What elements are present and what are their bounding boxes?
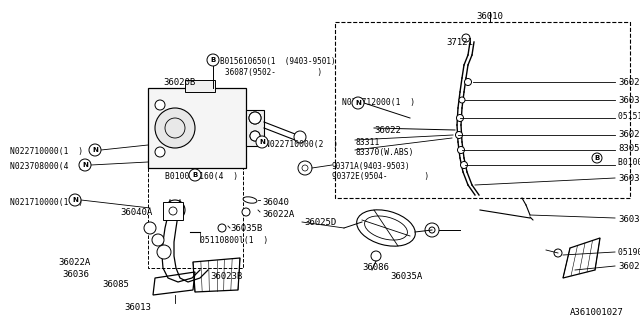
Text: 36035A: 36035A: [390, 272, 422, 281]
Text: 83311: 83311: [355, 138, 380, 147]
Circle shape: [189, 169, 201, 181]
Circle shape: [458, 147, 465, 154]
Circle shape: [250, 131, 260, 141]
Text: B: B: [193, 172, 198, 178]
Text: N: N: [92, 147, 98, 153]
Text: 36023: 36023: [618, 262, 640, 271]
Circle shape: [155, 147, 165, 157]
Text: 36035: 36035: [618, 96, 640, 105]
Text: 36025D: 36025D: [304, 218, 336, 227]
Text: 36035B: 36035B: [230, 224, 262, 233]
Text: A361001027: A361001027: [570, 308, 624, 317]
Ellipse shape: [243, 197, 257, 203]
Bar: [246, 110, 264, 146]
Text: B010008160(4 ): B010008160(4 ): [618, 158, 640, 167]
Text: 36023B: 36023B: [210, 272, 243, 281]
Bar: [163, 202, 183, 220]
Text: 36022A: 36022A: [262, 210, 294, 219]
Circle shape: [89, 144, 101, 156]
Text: N021710000(1  ): N021710000(1 ): [10, 198, 83, 207]
Circle shape: [462, 34, 470, 42]
Circle shape: [298, 161, 312, 175]
Circle shape: [157, 245, 171, 259]
Text: N: N: [72, 197, 78, 203]
Circle shape: [465, 78, 472, 85]
Circle shape: [456, 115, 463, 122]
Text: 36036: 36036: [62, 270, 89, 279]
Text: 83370(W.ABS): 83370(W.ABS): [355, 148, 413, 157]
Text: 36013: 36013: [125, 303, 152, 312]
Text: N: N: [82, 162, 88, 168]
Text: 36040: 36040: [262, 198, 289, 207]
Text: 36020B: 36020B: [163, 78, 195, 87]
Text: 36022: 36022: [374, 126, 401, 135]
Circle shape: [592, 153, 602, 163]
Circle shape: [165, 200, 185, 220]
Circle shape: [144, 222, 156, 234]
Text: 051510000(1  ): 051510000(1 ): [618, 112, 640, 121]
Text: 36086: 36086: [362, 263, 389, 272]
Circle shape: [218, 224, 226, 232]
Text: 36036A: 36036A: [618, 174, 640, 183]
Circle shape: [461, 162, 467, 169]
Circle shape: [371, 251, 381, 261]
Circle shape: [256, 136, 268, 148]
Circle shape: [456, 132, 463, 139]
Bar: [148, 88, 246, 168]
Circle shape: [69, 194, 81, 206]
Circle shape: [249, 112, 261, 124]
Text: 37121: 37121: [447, 38, 474, 47]
Circle shape: [155, 108, 195, 148]
Text: 36036C: 36036C: [618, 215, 640, 224]
Text: N022710000(2  ): N022710000(2 ): [265, 140, 338, 149]
Text: N023708000(4  ): N023708000(4 ): [10, 162, 83, 171]
Text: B010008160(4  ): B010008160(4 ): [165, 172, 238, 181]
Circle shape: [352, 97, 364, 109]
Text: B: B: [211, 57, 216, 63]
Text: B015610650(1  (9403-9501): B015610650(1 (9403-9501): [220, 57, 335, 66]
Text: 36040A: 36040A: [120, 208, 152, 217]
Circle shape: [459, 97, 465, 103]
Text: 36022: 36022: [618, 130, 640, 139]
Circle shape: [425, 223, 439, 237]
Bar: [185, 80, 215, 92]
Text: B: B: [595, 155, 600, 161]
Text: 36085: 36085: [102, 280, 129, 289]
Bar: [148, 168, 243, 268]
Text: 36010: 36010: [477, 12, 504, 21]
Circle shape: [152, 234, 164, 246]
Text: 36022A: 36022A: [58, 258, 90, 267]
Circle shape: [554, 249, 562, 257]
Circle shape: [249, 112, 261, 124]
Circle shape: [294, 131, 306, 143]
Circle shape: [242, 208, 250, 216]
Bar: [335, 22, 630, 198]
Text: N: N: [259, 139, 265, 145]
Text: 05110800l(1  ): 05110800l(1 ): [200, 236, 268, 245]
Text: N022710000(1  ): N022710000(1 ): [10, 147, 83, 156]
Circle shape: [79, 159, 91, 171]
Circle shape: [250, 131, 260, 141]
Text: 36020A: 36020A: [618, 78, 640, 87]
Text: 051905322(1  ): 051905322(1 ): [618, 248, 640, 257]
Text: 83058: 83058: [618, 144, 640, 153]
Text: N: N: [355, 100, 361, 106]
Text: N022712000(1  ): N022712000(1 ): [342, 98, 415, 107]
Circle shape: [155, 100, 165, 110]
Text: 90371A(9403-9503): 90371A(9403-9503): [332, 162, 411, 171]
Circle shape: [207, 54, 219, 66]
Text: 90372E(9504-        ): 90372E(9504- ): [332, 172, 429, 181]
Text: 36087(9502-         ): 36087(9502- ): [225, 68, 322, 77]
